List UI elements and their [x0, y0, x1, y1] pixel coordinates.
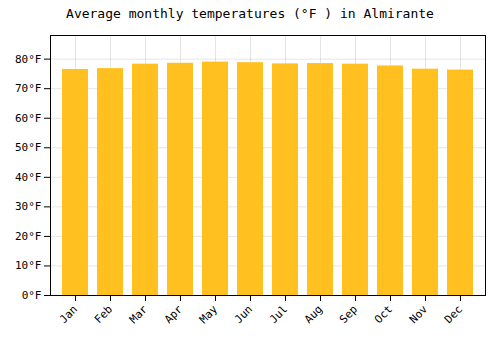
svg-text:50°F: 50°F — [15, 141, 42, 154]
svg-text:May: May — [197, 302, 221, 326]
svg-text:Jun: Jun — [232, 303, 255, 326]
svg-text:60°F: 60°F — [15, 112, 42, 125]
svg-text:Oct: Oct — [372, 303, 395, 326]
svg-text:80°F: 80°F — [15, 53, 42, 66]
svg-text:Mar: Mar — [127, 302, 151, 326]
svg-text:0°F: 0°F — [22, 289, 42, 302]
svg-text:Jul: Jul — [267, 303, 290, 326]
svg-text:Jan: Jan — [57, 303, 80, 326]
svg-text:Nov: Nov — [407, 302, 431, 326]
svg-text:70°F: 70°F — [15, 82, 42, 95]
svg-text:Dec: Dec — [442, 303, 465, 326]
svg-text:30°F: 30°F — [15, 200, 42, 213]
svg-text:10°F: 10°F — [15, 259, 42, 272]
html-text:Average monthly temperatures (: Average monthly temperatures (°F ) in Al… — [66, 6, 434, 21]
svg-text:Feb: Feb — [92, 303, 115, 326]
svg-text:Aug: Aug — [302, 303, 325, 326]
svg-text:Apr: Apr — [162, 302, 186, 326]
svg-text:40°F: 40°F — [15, 171, 42, 184]
svg-text:Sep: Sep — [337, 303, 360, 326]
svg-text:20°F: 20°F — [15, 230, 42, 243]
